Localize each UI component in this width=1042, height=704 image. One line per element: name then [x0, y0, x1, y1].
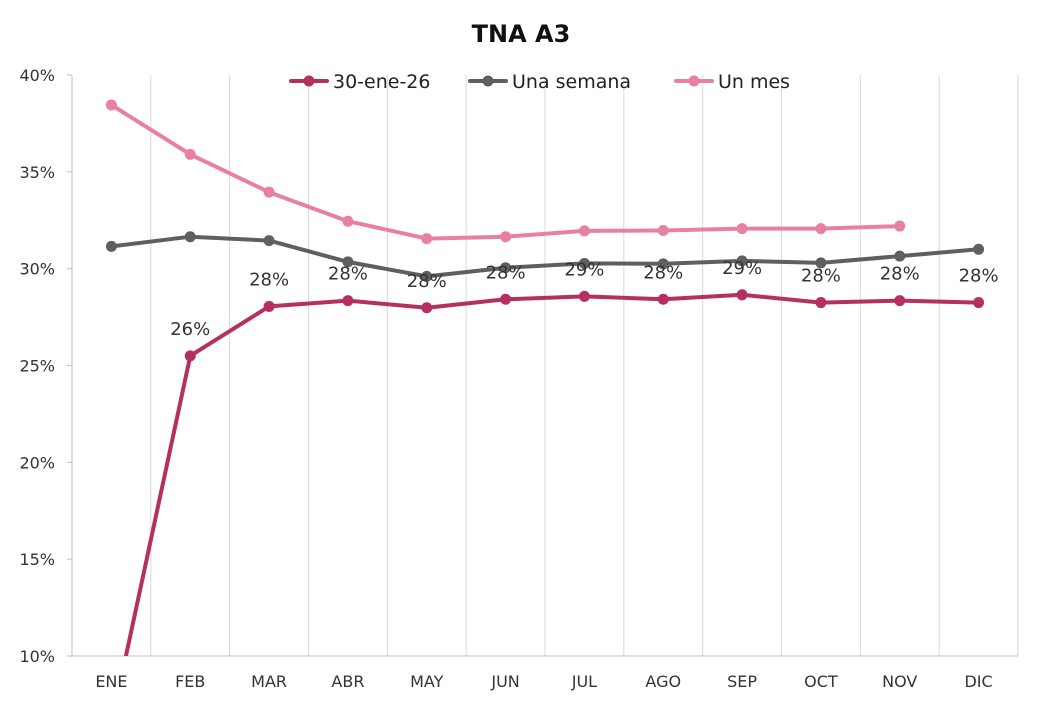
data-label: 29%: [564, 259, 604, 280]
data-point: [500, 293, 512, 305]
y-tick-label: 40%: [19, 66, 55, 85]
x-tick-label: AGO: [645, 672, 681, 691]
x-tick-label: NOV: [882, 672, 917, 691]
x-tick-label: DIC: [964, 672, 992, 691]
data-point: [815, 223, 827, 235]
legend-entry: Una semana: [512, 71, 631, 93]
legend-marker: [688, 75, 700, 87]
data-point: [657, 258, 669, 270]
series-line: [123, 292, 981, 656]
x-tick-label: FEB: [175, 672, 205, 691]
axes: 10% 15% 20% 25% 30% 35% 40% ENE FEB MAR ABR MAY JUN J…: [19, 66, 1018, 691]
y-tick-label: 25%: [19, 357, 55, 376]
data-point: [263, 235, 275, 247]
data-point: [184, 350, 196, 362]
data-point: [736, 223, 748, 235]
data-label: 28%: [486, 262, 526, 283]
legend-entry: Un mes: [718, 71, 790, 93]
series-line: [109, 234, 981, 279]
data-point: [263, 186, 275, 198]
x-tick-label: JUN: [490, 672, 519, 691]
x-tick-label: MAY: [410, 672, 444, 691]
x-tick-label: JUL: [571, 672, 597, 691]
data-label: 26%: [170, 319, 210, 340]
data-point: [973, 243, 985, 255]
data-label: 28%: [328, 264, 368, 285]
x-tick-label: MAR: [251, 672, 287, 691]
data-point: [105, 240, 117, 252]
y-tick-label: 35%: [19, 163, 55, 182]
data-point: [657, 293, 669, 305]
data-label: 28%: [643, 262, 683, 283]
data-point: [736, 255, 748, 267]
data-label: 28%: [880, 264, 920, 285]
x-tick-label: ABR: [331, 672, 364, 691]
chart-title: TNA A3: [472, 20, 571, 48]
gridlines: [150, 75, 1019, 656]
x-tick-label: SEP: [727, 672, 757, 691]
data-point: [421, 302, 433, 314]
data-point: [184, 231, 196, 243]
data-label: 28%: [801, 266, 841, 287]
data-point: [342, 215, 354, 227]
y-tick-label: 30%: [19, 260, 55, 279]
x-tick-label: ENE: [95, 672, 127, 691]
data-label: 28%: [959, 266, 999, 287]
x-tick-label: OCT: [804, 672, 838, 691]
data-point: [894, 295, 906, 307]
data-point: [184, 148, 196, 160]
data-point: [342, 295, 354, 307]
y-tick-label: 15%: [19, 550, 55, 569]
data-point: [263, 300, 275, 312]
data-point: [105, 99, 117, 111]
data-point: [815, 297, 827, 309]
data-label: 28%: [407, 271, 447, 292]
data-point: [500, 262, 512, 274]
data-point: [894, 250, 906, 262]
data-point: [421, 270, 433, 282]
legend: 30-ene-26 Una semana Un mes: [289, 71, 790, 93]
data-label: 28%: [249, 269, 289, 290]
series-lines: [105, 99, 985, 656]
y-tick-label: 10%: [19, 647, 55, 666]
data-label: 29%: [722, 258, 762, 279]
y-tick-label: 20%: [19, 453, 55, 472]
data-labels: 26% 28% 28% 28% 28% 29% 28% 29% 28% 28% 28%: [170, 258, 998, 340]
data-point: [815, 257, 827, 269]
data-point: [894, 220, 906, 232]
data-point: [578, 225, 590, 237]
data-point: [578, 290, 590, 302]
data-point: [500, 231, 512, 243]
data-point: [736, 289, 748, 301]
data-point: [657, 225, 669, 237]
data-point: [342, 256, 354, 268]
data-point: [421, 233, 433, 245]
data-point: [578, 257, 590, 269]
legend-entry: 30-ene-26: [333, 71, 431, 93]
legend-marker: [303, 75, 315, 87]
legend-marker: [482, 75, 494, 87]
data-point: [973, 297, 985, 309]
